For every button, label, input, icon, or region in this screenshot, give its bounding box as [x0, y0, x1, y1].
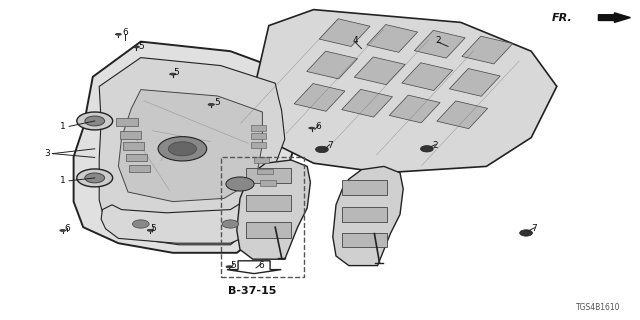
- Polygon shape: [237, 160, 310, 259]
- Circle shape: [158, 137, 207, 161]
- Bar: [342, 89, 392, 117]
- Bar: [246, 195, 291, 211]
- Circle shape: [222, 220, 239, 228]
- Ellipse shape: [208, 103, 214, 106]
- Circle shape: [316, 146, 328, 153]
- Bar: [251, 142, 266, 148]
- Circle shape: [226, 177, 254, 191]
- Bar: [221, 157, 304, 277]
- Text: 7: 7: [327, 141, 332, 150]
- Circle shape: [420, 146, 433, 152]
- Circle shape: [77, 169, 113, 187]
- Bar: [437, 101, 488, 129]
- Bar: [123, 142, 144, 150]
- Text: TGS4B1610: TGS4B1610: [576, 303, 621, 312]
- Text: 2: 2: [436, 36, 441, 44]
- Text: 6: 6: [122, 28, 127, 36]
- Text: B-37-15: B-37-15: [228, 286, 276, 296]
- Bar: [319, 19, 370, 46]
- Bar: [116, 118, 138, 126]
- Bar: [389, 95, 440, 123]
- Bar: [251, 133, 266, 139]
- Bar: [246, 168, 291, 183]
- Text: 5: 5: [138, 42, 143, 51]
- Text: 5: 5: [173, 68, 179, 76]
- Text: 7: 7: [532, 224, 537, 233]
- Bar: [257, 169, 273, 174]
- Polygon shape: [101, 200, 269, 243]
- Bar: [355, 57, 405, 85]
- Bar: [294, 84, 345, 111]
- Text: 4: 4: [353, 36, 358, 44]
- Polygon shape: [74, 42, 298, 253]
- Circle shape: [520, 230, 532, 236]
- Bar: [342, 180, 387, 195]
- Text: 1: 1: [60, 176, 65, 185]
- Text: 2: 2: [433, 141, 438, 150]
- Bar: [402, 63, 452, 91]
- Circle shape: [168, 142, 196, 156]
- Bar: [251, 125, 266, 131]
- Ellipse shape: [147, 229, 154, 231]
- Ellipse shape: [133, 46, 140, 48]
- Bar: [342, 207, 387, 222]
- Text: 5: 5: [231, 261, 236, 270]
- Bar: [246, 222, 291, 238]
- Bar: [307, 51, 358, 79]
- Ellipse shape: [115, 33, 122, 35]
- Bar: [260, 180, 276, 186]
- Bar: [449, 68, 500, 96]
- Circle shape: [132, 220, 149, 228]
- Text: 3: 3: [44, 149, 49, 158]
- Polygon shape: [333, 166, 403, 266]
- Text: 5: 5: [151, 224, 156, 233]
- Bar: [414, 30, 465, 58]
- Ellipse shape: [170, 73, 176, 75]
- Circle shape: [85, 173, 104, 183]
- Ellipse shape: [308, 127, 315, 129]
- Polygon shape: [99, 58, 285, 245]
- Text: 6: 6: [65, 224, 70, 233]
- Ellipse shape: [60, 229, 66, 231]
- Circle shape: [85, 116, 104, 126]
- Bar: [367, 25, 418, 52]
- Bar: [254, 157, 269, 163]
- Ellipse shape: [226, 266, 232, 268]
- Polygon shape: [118, 90, 262, 202]
- Text: 6: 6: [259, 261, 264, 270]
- Text: FR.: FR.: [552, 12, 573, 23]
- Ellipse shape: [252, 266, 258, 268]
- Bar: [126, 154, 147, 161]
- Text: 6: 6: [316, 122, 321, 131]
- Circle shape: [77, 112, 113, 130]
- Bar: [120, 131, 141, 139]
- FancyArrow shape: [598, 13, 630, 22]
- Bar: [342, 233, 387, 247]
- Text: 5: 5: [215, 98, 220, 107]
- Polygon shape: [250, 10, 557, 173]
- Bar: [462, 36, 513, 64]
- Polygon shape: [227, 261, 282, 274]
- Bar: [129, 165, 150, 172]
- Text: 1: 1: [60, 122, 65, 131]
